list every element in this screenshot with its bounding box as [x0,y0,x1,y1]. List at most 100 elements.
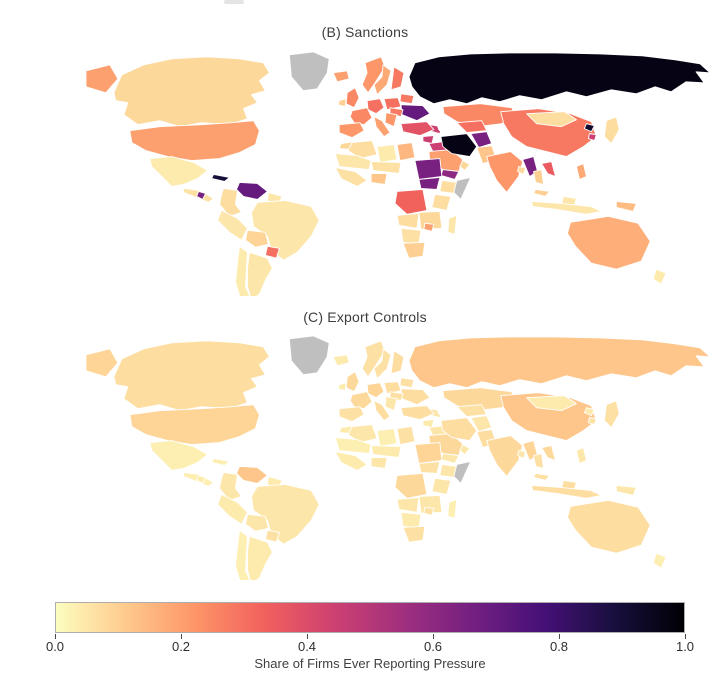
country-colombia [219,188,242,217]
country-madagascar [447,214,458,235]
country-south_korea [587,133,597,142]
country-italy [373,116,391,138]
country-germany [366,98,385,115]
colorbar-tick-label: 1.0 [675,639,695,654]
country-mongolia [526,395,577,412]
country-mexico [149,156,209,187]
colorbar-tick-mark [307,634,308,639]
country-yemen [440,453,460,464]
country-mexico [149,440,209,471]
country-turkey [400,405,435,421]
country-egypt [396,142,416,161]
country-russia [408,52,711,105]
country-argentina [247,535,273,580]
country-oman [459,160,471,171]
country-drcongo [394,189,428,215]
country-mauritania_mali [334,153,372,170]
country-ethiopia [439,180,458,194]
country-venezuela [236,466,268,484]
colorbar-tick-mark [559,634,560,639]
country-indonesia [531,200,602,215]
country-alaska [85,348,119,378]
country-nicaragua [196,474,207,484]
country-bangladesh [517,450,527,459]
panel-b-title: (B) Sanctions [321,24,409,40]
world-map-sanctions [85,51,711,296]
country-alaska [85,64,119,94]
colorbar-tick-label: 0.4 [297,639,317,654]
country-libya [376,428,398,447]
country-somalia [453,461,472,484]
country-iceland [332,70,350,83]
country-belarus [399,93,415,105]
country-finland [390,350,405,375]
country-oman [459,444,471,455]
country-argentina [247,251,273,296]
country-thailand [533,453,544,469]
country-france [349,107,373,126]
country-syria [422,135,435,145]
country-afghanistan [470,415,493,433]
country-south_sudan [418,461,441,474]
country-south_africa [402,525,426,543]
country-namibia_botswana [400,511,422,529]
country-nigeria [370,457,388,469]
country-balkans [384,112,398,128]
country-algeria [347,424,378,443]
colorbar-tick-label: 0.2 [171,639,191,654]
country-bolivia [245,229,269,248]
country-iran [440,417,478,441]
country-brazil [250,199,320,261]
country-zimbabwe [423,506,435,516]
country-turkey [400,121,435,137]
country-philippines [575,163,587,180]
colorbar-gradient [55,602,685,633]
country-bangladesh [517,166,527,175]
country-japan [603,116,620,145]
country-iceland [332,354,350,367]
country-india [486,435,524,477]
country-belarus [399,377,415,389]
country-png [615,484,637,496]
country-angola [396,212,420,229]
caspian-sea [436,113,445,132]
country-north_korea [583,407,595,417]
country-greenland [288,51,330,92]
colorbar-tick-label: 0.0 [45,639,65,654]
country-norway [361,56,386,94]
country-somalia [453,177,472,200]
country-west_africa [334,167,368,187]
country-thailand [533,169,544,185]
country-sweden [373,348,392,380]
country-sudan [414,158,443,180]
country-cuba [211,174,230,182]
country-kenya_tanzania [431,477,452,495]
country-peru [217,493,248,525]
country-chile [235,529,251,580]
country-ethiopia [439,464,458,478]
country-zimbabwe [423,222,435,232]
country-paraguay [264,529,280,543]
country-mongolia [526,111,577,128]
country-bolivia [245,513,269,532]
caspian-sea [436,397,445,416]
country-australia [567,499,651,554]
colorbar-tick-mark [433,634,434,639]
colorbar-tick-label: 0.6 [423,639,443,654]
country-south_korea [587,417,597,426]
country-vietnam_laos [541,161,556,177]
country-new_zealand [652,268,667,285]
country-west_africa [334,451,368,471]
country-kazakhstan [442,103,518,128]
country-turkmen_uzbek [456,120,488,134]
country-brazil [250,483,320,545]
country-usa [129,404,260,445]
country-ireland [337,98,347,108]
country-sudan [414,442,443,464]
country-kenya_tanzania [431,193,452,211]
country-angola [396,496,420,513]
country-yemen [440,169,460,180]
country-sahel [370,445,402,458]
country-norway [361,340,386,378]
